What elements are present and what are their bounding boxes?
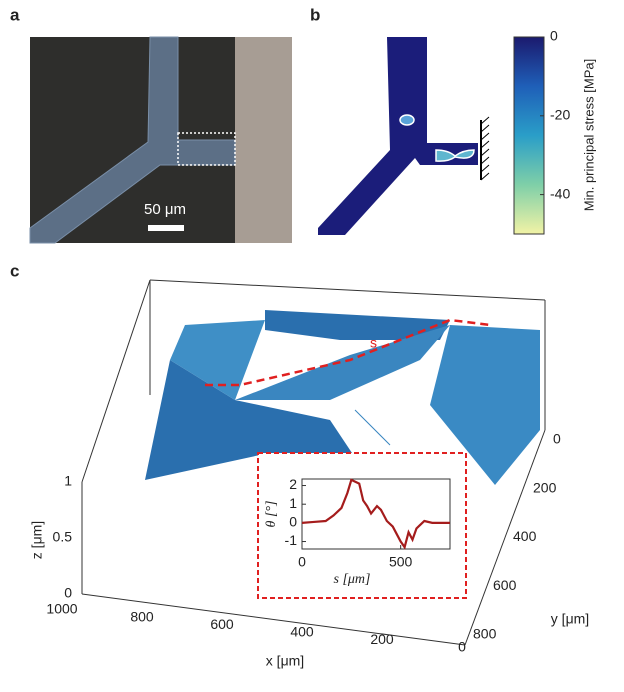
x-tick-label: 600	[210, 616, 234, 632]
y-tick-label: 2	[289, 476, 297, 492]
y-tick-label: 0	[289, 514, 297, 530]
z-tick-label: 1	[64, 473, 72, 489]
x-tick-label: 500	[389, 554, 413, 570]
x-tick-label: 0	[458, 639, 466, 655]
surface-plot	[81, 279, 546, 646]
z-tick-label: 0	[64, 585, 72, 601]
y-tick-label: 800	[473, 626, 497, 642]
y-tick-label: -1	[285, 532, 298, 548]
data-line	[301, 478, 450, 550]
y-tick-label: 1	[289, 495, 297, 511]
colorbar-tick-label: 0	[550, 28, 558, 44]
colorbar-label: Min. principal stress [MPa]	[581, 59, 596, 211]
inset-x-label: s [μm]	[334, 572, 371, 587]
y-axis-label: y [μm]	[551, 611, 589, 627]
panel-label: b	[310, 5, 320, 24]
y-tick-label: 200	[533, 479, 557, 495]
x-axis-label: x [μm]	[266, 653, 304, 669]
z-axis-label: z [μm]	[29, 521, 45, 559]
colorbar-tick-label: -40	[550, 185, 570, 201]
z-tick-label: 0.5	[53, 529, 73, 545]
x-tick-label: 1000	[46, 601, 77, 617]
x-tick-label: 400	[290, 624, 314, 640]
path-label: s	[370, 335, 377, 351]
inset-frame	[257, 452, 467, 599]
scale-bar-label: 50 μm	[144, 201, 186, 218]
inset-axes	[301, 478, 451, 550]
colorbar-tick-label: -20	[550, 107, 570, 123]
inset-y-label: θ [°]	[264, 501, 279, 528]
y-tick-label: 400	[513, 528, 537, 544]
x-tick-label: 0	[298, 554, 306, 570]
simulation	[318, 36, 545, 235]
micrograph	[29, 36, 292, 244]
x-tick-label: 200	[370, 631, 394, 647]
panel-label: c	[10, 261, 19, 280]
y-tick-label: 600	[493, 577, 517, 593]
y-tick-label: 0	[553, 431, 561, 447]
x-tick-label: 800	[130, 608, 154, 624]
panel-label: a	[10, 5, 20, 24]
